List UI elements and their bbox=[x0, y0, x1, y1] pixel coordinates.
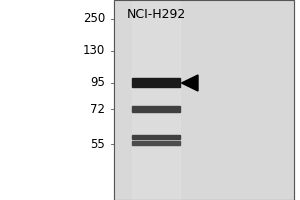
Bar bbox=[132, 141, 180, 145]
Text: 95: 95 bbox=[90, 76, 105, 90]
Bar bbox=[132, 135, 180, 139]
Text: 130: 130 bbox=[83, 45, 105, 58]
Bar bbox=[132, 106, 180, 112]
Text: 250: 250 bbox=[83, 12, 105, 25]
Text: 55: 55 bbox=[90, 138, 105, 150]
Bar bbox=[132, 0, 180, 200]
Bar bbox=[114, 0, 294, 200]
Polygon shape bbox=[182, 75, 198, 91]
Bar bbox=[132, 78, 180, 87]
Bar bbox=[114, 0, 294, 200]
Text: NCI-H292: NCI-H292 bbox=[126, 8, 186, 21]
Text: 72: 72 bbox=[90, 103, 105, 116]
